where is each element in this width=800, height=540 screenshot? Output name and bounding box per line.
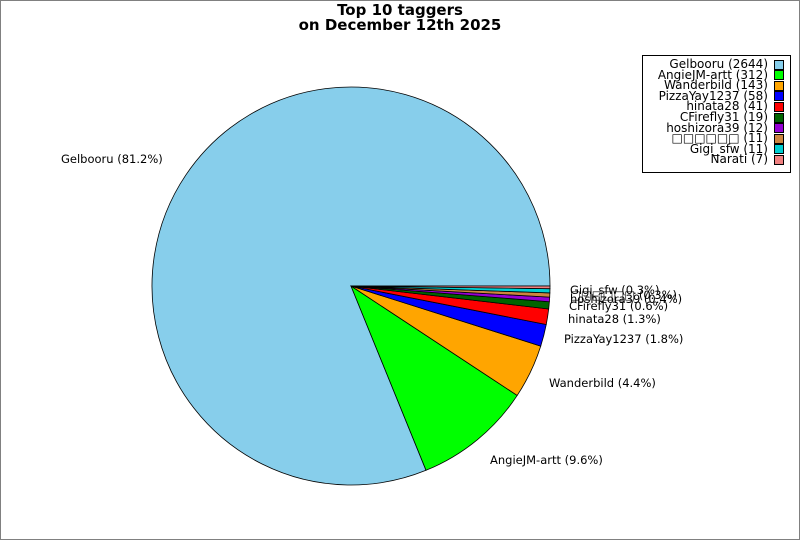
legend-swatch xyxy=(774,59,784,70)
legend-label: Narati (7) xyxy=(710,152,768,167)
slice-label: Gigi_sfw (0.3%) xyxy=(570,283,659,297)
legend-label: Wanderbild (143) xyxy=(664,78,768,93)
legend-label: Gelbooru (2644) xyxy=(669,57,768,71)
legend-swatch xyxy=(774,133,784,144)
legend-label: CFirefly31 (19) xyxy=(679,110,768,124)
slice-label: hoshizora39 (0.4%) xyxy=(570,292,682,306)
legend-item: Wanderbild (143) xyxy=(664,78,784,93)
legend-label: □□□□□□ (11) xyxy=(671,131,768,146)
legend-swatch xyxy=(774,154,784,165)
slice-label: hinata28 (1.3%) xyxy=(568,312,661,326)
legend-item: Gelbooru (2644) xyxy=(669,57,784,71)
legend-swatch xyxy=(774,91,784,102)
chart-title: Top 10 taggers on December 12th 2025 xyxy=(1,3,799,33)
legend-item: CFirefly31 (19) xyxy=(679,110,784,124)
legend-swatch xyxy=(774,70,784,81)
chart-title-line-2: on December 12th 2025 xyxy=(298,16,502,34)
legend-label: AngieJM-artt (312) xyxy=(657,67,768,82)
legend-swatch xyxy=(774,112,784,123)
legend-swatch xyxy=(774,144,784,155)
chart-legend: Gelbooru (2644) AngieJM-artt (312) Wanderb… xyxy=(642,55,791,173)
legend-item: hinata28 (41) xyxy=(686,99,784,114)
pie-slice-angiejm-artt xyxy=(350,284,518,471)
legend-label: Gigi_sfw (11) xyxy=(689,141,768,156)
legend-swatch xyxy=(774,101,784,112)
legend-item: Narati (7) xyxy=(710,152,784,167)
slice-label: AngieJM-artt (9.6%) xyxy=(490,453,603,467)
legend-label: hoshizora39 (12) xyxy=(666,120,768,135)
legend-swatch xyxy=(774,80,784,91)
slice-label: CFirefly31 (0.6%) xyxy=(569,299,668,313)
slice-label: PizzaYay1237 (1.8%) xyxy=(564,332,683,346)
legend-label: PizzaYay1237 (58) xyxy=(658,88,768,103)
pie-slice-narati xyxy=(350,285,551,290)
legend-item: □□□□□□ (11) xyxy=(671,131,784,146)
legend-item: PizzaYay1237 (58) xyxy=(658,88,784,103)
legend-label: hinata28 (41) xyxy=(686,99,768,114)
legend-swatch xyxy=(774,123,784,134)
legend-item: hoshizora39 (12) xyxy=(666,120,784,135)
slice-label: Wanderbild (4.4%) xyxy=(549,376,656,390)
legend-item: Gigi_sfw (11) xyxy=(689,141,784,156)
legend-item: AngieJM-artt (312) xyxy=(657,67,784,82)
slice-label: □□□□□□ (0.3%) xyxy=(570,288,677,302)
chart-title-line-1: Top 10 taggers xyxy=(337,1,463,19)
slice-label: Gelbooru (81.2%) xyxy=(61,152,163,166)
